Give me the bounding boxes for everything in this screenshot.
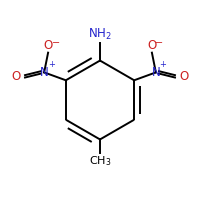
Text: NH$_2$: NH$_2$ xyxy=(88,27,112,42)
Text: +: + xyxy=(159,60,166,69)
Text: CH$_3$: CH$_3$ xyxy=(89,154,111,168)
Text: −: − xyxy=(52,38,61,48)
Text: O: O xyxy=(147,39,156,52)
Text: +: + xyxy=(48,60,55,69)
Text: N: N xyxy=(151,66,160,79)
Text: O: O xyxy=(12,70,21,83)
Text: O: O xyxy=(44,39,53,52)
Text: O: O xyxy=(179,70,188,83)
Text: −: − xyxy=(155,38,164,48)
Text: N: N xyxy=(40,66,49,79)
